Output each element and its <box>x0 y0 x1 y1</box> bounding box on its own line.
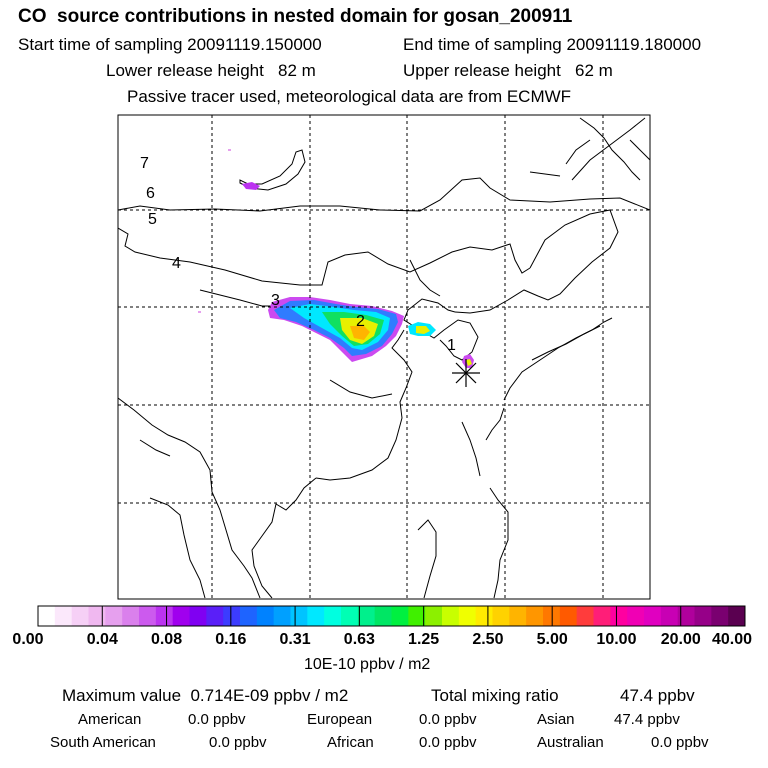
colorbar-tick-label: 0.16 <box>215 631 247 648</box>
colorbar-swatch <box>88 606 106 626</box>
colorbar <box>37 605 746 627</box>
colorbar-swatch <box>223 606 241 626</box>
colorbar-swatch <box>139 606 157 626</box>
total-mixing-value: 47.4 ppbv <box>620 686 695 705</box>
plume-orange <box>350 326 370 340</box>
plume-layer <box>198 149 474 368</box>
colorbar-swatch <box>526 606 544 626</box>
region-name: Australian <box>537 734 604 751</box>
day-label: 6 <box>146 185 155 202</box>
colorbar-tick-label: 40.00 <box>711 631 753 648</box>
total-mixing-label: Total mixing ratio <box>431 686 559 705</box>
colorbar-frame <box>37 605 746 627</box>
region-value: 0.0 ppbv <box>188 711 246 728</box>
plume-speck <box>198 311 201 313</box>
colorbar-tick-label: 2.50 <box>472 631 504 648</box>
region-value: 0.0 ppbv <box>651 734 709 751</box>
colorbar-swatch <box>290 606 308 626</box>
max-value-label: Maximum value 0.714E-09 ppbv / m2 <box>62 686 349 705</box>
colorbar-swatch <box>256 606 275 626</box>
colorbar-tick-label: 0.08 <box>150 631 183 648</box>
colorbar-swatch <box>576 606 594 626</box>
colorbar-unit-label: 10E-10 ppbv / m2 <box>304 656 431 673</box>
day-label: 2 <box>356 313 365 330</box>
colorbar-swatch <box>425 606 443 626</box>
colorbar-swatch <box>54 606 73 626</box>
map-area <box>118 115 650 599</box>
plume-east-core <box>416 326 430 334</box>
colorbar-swatch <box>408 606 426 626</box>
colorbar-swatch <box>172 606 190 626</box>
day-label: 3 <box>271 292 280 309</box>
plume-speck <box>228 149 231 151</box>
upper-release-label: Upper release height 62 m <box>403 61 613 80</box>
colorbar-swatch <box>711 606 729 626</box>
day-labels: 1 2 3 4 5 6 7 <box>140 155 456 354</box>
region-name: African <box>327 734 374 751</box>
colorbar-swatch <box>442 606 460 626</box>
colorbar-swatch <box>341 606 359 626</box>
colorbar-swatch <box>543 606 561 626</box>
colorbar-swatch <box>644 606 662 626</box>
colorbar-tick-label: 1.25 <box>408 631 440 648</box>
colorbar-tick-label: 0.31 <box>279 631 311 648</box>
colorbar-swatch <box>155 606 174 626</box>
colorbar-swatch <box>273 606 291 626</box>
colorbar-swatch <box>374 606 392 626</box>
region-name: Asian <box>537 711 575 728</box>
region-value: 0.0 ppbv <box>419 734 477 751</box>
region-name: European <box>307 711 373 728</box>
colorbar-swatch <box>71 606 89 626</box>
colorbar-swatch <box>660 606 679 626</box>
colorbar-tick-label: 5.00 <box>536 631 568 648</box>
colorbar-swatch <box>627 606 645 626</box>
colorbar-swatch <box>559 606 578 626</box>
colorbar-swatch <box>240 606 258 626</box>
colorbar-swatch <box>610 606 628 626</box>
colorbar-tick-label: 0.63 <box>343 631 375 648</box>
colorbar-swatch <box>475 606 493 626</box>
colorbar-swatch <box>357 606 376 626</box>
grid-lines <box>118 115 650 599</box>
colorbar-swatch <box>206 606 224 626</box>
colorbar-tick-label: 0.00 <box>12 631 44 648</box>
region-name: American <box>78 711 142 728</box>
region-value: 47.4 ppbv <box>614 711 680 728</box>
plume-north <box>242 182 260 190</box>
start-time-label: Start time of sampling 20091119.150000 <box>18 35 322 54</box>
colorbar-swatch <box>458 606 477 626</box>
colorbar-swatch <box>677 606 695 626</box>
colorbar-swatch <box>324 606 342 626</box>
tracer-info-label: Passive tracer used, meteorological data… <box>127 87 572 106</box>
colorbar-tick-label: 10.00 <box>596 631 637 648</box>
colorbar-tick-label: 0.04 <box>86 631 118 648</box>
colorbar-swatch <box>307 606 325 626</box>
receptor-asterisk-icon <box>452 359 480 387</box>
map-frame <box>117 114 651 600</box>
region-value: 0.0 ppbv <box>209 734 267 751</box>
plume-receptor-core <box>466 359 472 366</box>
colorbar-swatch <box>189 606 207 626</box>
region-name: South American <box>50 734 156 751</box>
colorbar-swatch <box>509 606 527 626</box>
lower-release-label: Lower release height 82 m <box>106 61 316 80</box>
day-label: 1 <box>447 337 456 354</box>
colorbar-swatch <box>391 606 409 626</box>
end-time-label: End time of sampling 20091119.180000 <box>403 35 702 54</box>
day-label: 5 <box>148 211 157 228</box>
colorbar-swatch <box>105 606 123 626</box>
chart-title: CO source contributions in nested domain… <box>18 6 573 27</box>
day-label: 7 <box>140 155 149 172</box>
day-label: 4 <box>172 255 181 272</box>
colorbar-swatch <box>728 606 746 626</box>
coastline-borders <box>118 117 650 599</box>
colorbar-tick-label: 20.00 <box>660 631 701 648</box>
colorbar-swatch <box>492 606 510 626</box>
colorbar-swatch <box>122 606 140 626</box>
colorbar-swatch <box>38 606 56 626</box>
colorbar-swatch <box>593 606 611 626</box>
colorbar-swatch <box>694 606 712 626</box>
region-value: 0.0 ppbv <box>419 711 477 728</box>
